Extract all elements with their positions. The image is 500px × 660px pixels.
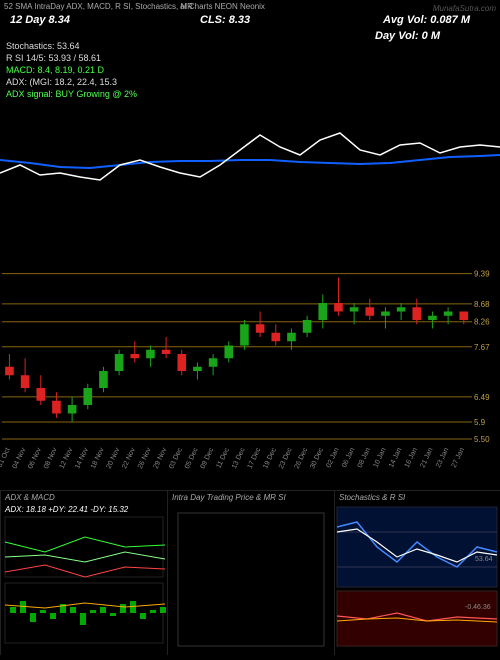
- svg-text:5.9: 5.9: [474, 418, 486, 427]
- avg-vol: Avg Vol: 0.087 M: [383, 14, 470, 26]
- svg-text:19 Dec: 19 Dec: [262, 446, 278, 470]
- svg-text:9.39: 9.39: [474, 270, 490, 279]
- intraday-title: Intra Day Trading Price & MR SI: [172, 493, 286, 502]
- svg-text:27 Jan: 27 Jan: [451, 447, 466, 469]
- close-price: CLS: 8.33: [200, 14, 250, 26]
- svg-text:14 Nov: 14 Nov: [74, 446, 90, 470]
- svg-text:6.49: 6.49: [474, 393, 490, 402]
- svg-text:5.50: 5.50: [474, 435, 490, 444]
- svg-text:22 Nov: 22 Nov: [121, 446, 137, 470]
- svg-text:16 Jan: 16 Jan: [404, 447, 419, 469]
- svg-text:26 Dec: 26 Dec: [294, 446, 310, 470]
- svg-text:08 Nov: 08 Nov: [43, 446, 59, 470]
- top-ma-panel: [0, 105, 500, 260]
- svg-text:06 Nov: 06 Nov: [27, 446, 43, 470]
- svg-text:09 Dec: 09 Dec: [200, 446, 216, 470]
- svg-text:23 Dec: 23 Dec: [278, 446, 294, 470]
- svg-text:8.68: 8.68: [474, 300, 490, 309]
- svg-text:06 Jan: 06 Jan: [341, 447, 356, 469]
- svg-text:13 Dec: 13 Dec: [231, 446, 247, 470]
- header-left: 52 SMA IntraDay ADX, MACD, R SI, Stochas…: [4, 2, 193, 11]
- svg-text:12 Nov: 12 Nov: [59, 446, 75, 470]
- svg-text:18 Nov: 18 Nov: [90, 446, 106, 470]
- day-vol: Day Vol: 0 M: [375, 30, 440, 42]
- svg-text:14 Jan: 14 Jan: [388, 447, 403, 469]
- day-line: 12 Day 8.34: [10, 14, 70, 26]
- svg-text:31 Oct: 31 Oct: [0, 447, 12, 469]
- svg-text:17 Dec: 17 Dec: [247, 446, 263, 470]
- brand-label: MunafaSutra.com: [433, 4, 496, 13]
- svg-text:23 Jan: 23 Jan: [435, 447, 450, 469]
- candle-panel: 9.398.688.267.676.495.95.5031 Oct04 Nov0…: [0, 265, 500, 460]
- svg-text:03 Dec: 03 Dec: [168, 446, 184, 470]
- indicator-block: Stochastics: 53.64R SI 14/5: 53.93 / 58.…: [6, 40, 137, 100]
- svg-text:08 Jan: 08 Jan: [357, 447, 372, 469]
- svg-text:10 Jan: 10 Jan: [372, 447, 387, 469]
- svg-text:30 Dec: 30 Dec: [309, 446, 325, 470]
- svg-text:-0.46.36: -0.46.36: [465, 604, 491, 611]
- adx-macd-panel: ADX & MACD ADX: 18.18 +DY: 22.41 -DY: 15…: [0, 490, 167, 655]
- bottom-panels: ADX & MACD ADX: 18.18 +DY: 22.41 -DY: 15…: [0, 490, 500, 655]
- svg-text:8.26: 8.26: [474, 318, 490, 327]
- svg-text:53.64: 53.64: [475, 556, 493, 563]
- svg-text:02 Jan: 02 Jan: [325, 447, 340, 469]
- svg-text:26 Nov: 26 Nov: [137, 446, 153, 470]
- svg-text:04 Nov: 04 Nov: [12, 446, 28, 470]
- svg-text:21 Jan: 21 Jan: [419, 447, 434, 469]
- svg-text:20 Nov: 20 Nov: [106, 446, 122, 470]
- svg-text:11 Dec: 11 Dec: [215, 446, 231, 469]
- adx-title: ADX & MACD: [5, 493, 55, 502]
- adx-values: ADX: 18.18 +DY: 22.41 -DY: 15.32: [5, 505, 128, 514]
- stoch-panel: Stochastics & R SI 53.64 -0.46.36: [334, 490, 500, 655]
- svg-text:7.67: 7.67: [474, 343, 490, 352]
- svg-text:29 Nov: 29 Nov: [153, 446, 169, 470]
- svg-text:05 Dec: 05 Dec: [184, 446, 200, 470]
- intraday-panel: Intra Day Trading Price & MR SI: [167, 490, 334, 655]
- stoch-title: Stochastics & R SI: [339, 493, 405, 502]
- header-mid: aI Charts NEON Neonix: [180, 2, 265, 11]
